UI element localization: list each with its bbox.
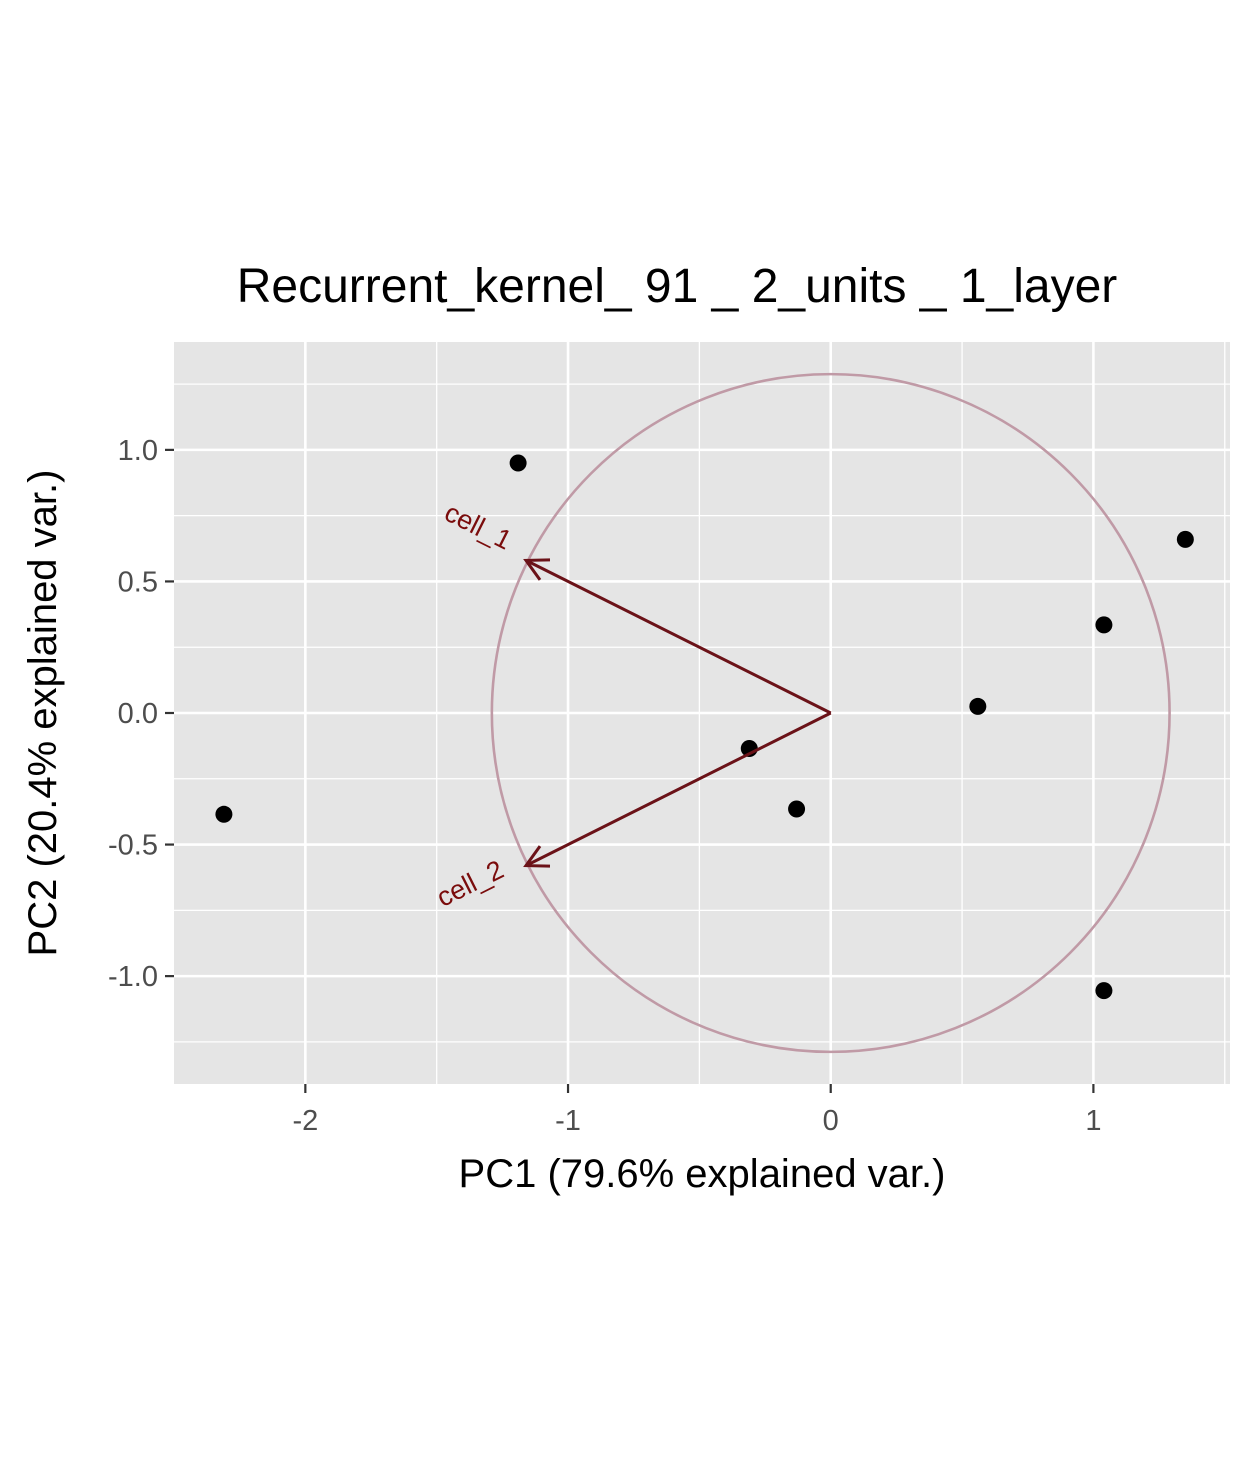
chart-title: Recurrent_kernel_ 91 _ 2_units _ 1_layer bbox=[237, 260, 1118, 313]
y-tick-label: 0.5 bbox=[118, 566, 158, 598]
major-gridlines bbox=[174, 342, 1230, 1084]
correlation-circle bbox=[490, 372, 1171, 1054]
data-point bbox=[1095, 982, 1113, 1000]
x-tick-label: 0 bbox=[823, 1105, 839, 1137]
data-point bbox=[215, 805, 233, 823]
y-tick-label: -1.0 bbox=[108, 961, 158, 993]
y-axis-ticks: 1.0 0.5 0.0 -0.5 -1.0 bbox=[108, 435, 174, 993]
y-tick-label: -0.5 bbox=[108, 830, 158, 862]
y-tick-label: 1.0 bbox=[118, 435, 158, 467]
correlation-circle-path bbox=[490, 372, 1171, 1054]
x-tick-label: 1 bbox=[1085, 1105, 1101, 1137]
x-tick-label: -1 bbox=[555, 1105, 581, 1137]
x-axis-title: PC1 (79.6% explained var.) bbox=[459, 1152, 946, 1196]
x-axis-ticks: -2 -1 0 1 bbox=[292, 1084, 1101, 1137]
loading-arrow-cell_2 bbox=[525, 711, 832, 867]
arrowhead-cell_2 bbox=[523, 845, 551, 868]
x-tick-label: -2 bbox=[292, 1105, 318, 1137]
data-point bbox=[509, 454, 527, 472]
data-points bbox=[215, 454, 1194, 1000]
y-tick-label: 0.0 bbox=[118, 698, 158, 730]
data-point bbox=[1095, 616, 1113, 634]
arrowhead-cell_1 bbox=[523, 558, 551, 581]
data-point bbox=[1176, 530, 1194, 548]
data-point bbox=[969, 697, 987, 715]
loading-arrow-cell_1 bbox=[525, 559, 832, 715]
y-axis-title: PC2 (20.4% explained var.) bbox=[21, 470, 65, 957]
data-point bbox=[788, 800, 806, 818]
